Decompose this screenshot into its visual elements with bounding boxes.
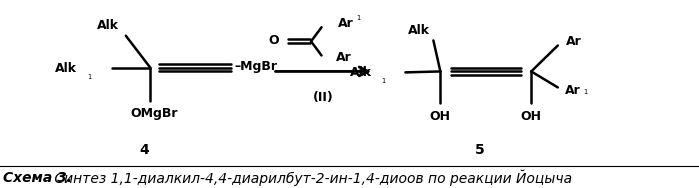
Text: Ar: Ar bbox=[338, 17, 354, 30]
Text: Alk: Alk bbox=[408, 24, 431, 37]
Text: (II): (II) bbox=[313, 91, 333, 104]
Text: Alk: Alk bbox=[350, 66, 372, 79]
Text: Ar: Ar bbox=[336, 51, 352, 64]
Text: 4: 4 bbox=[140, 143, 150, 157]
Text: Синтез 1,1-диалкил-4,4-диарилбут-2-ин-1,4-диоов по реакции Йоцыча: Синтез 1,1-диалкил-4,4-диарилбут-2-ин-1,… bbox=[50, 169, 572, 186]
Text: $^1$: $^1$ bbox=[356, 16, 361, 26]
Text: Ar: Ar bbox=[565, 84, 581, 97]
Text: 5: 5 bbox=[475, 143, 484, 157]
Text: Alk: Alk bbox=[55, 62, 77, 75]
Text: Ar: Ar bbox=[566, 35, 582, 48]
Text: Alk: Alk bbox=[97, 19, 120, 32]
Text: OMgBr: OMgBr bbox=[130, 107, 178, 120]
Text: OH: OH bbox=[430, 110, 451, 123]
Text: OH: OH bbox=[521, 110, 542, 123]
Text: O: O bbox=[268, 34, 279, 47]
Text: $^1$: $^1$ bbox=[583, 89, 589, 99]
Text: $^1$: $^1$ bbox=[381, 78, 387, 88]
Text: Схема 3.: Схема 3. bbox=[3, 171, 73, 185]
Text: $^1$: $^1$ bbox=[87, 74, 93, 84]
Text: –MgBr: –MgBr bbox=[234, 60, 278, 73]
